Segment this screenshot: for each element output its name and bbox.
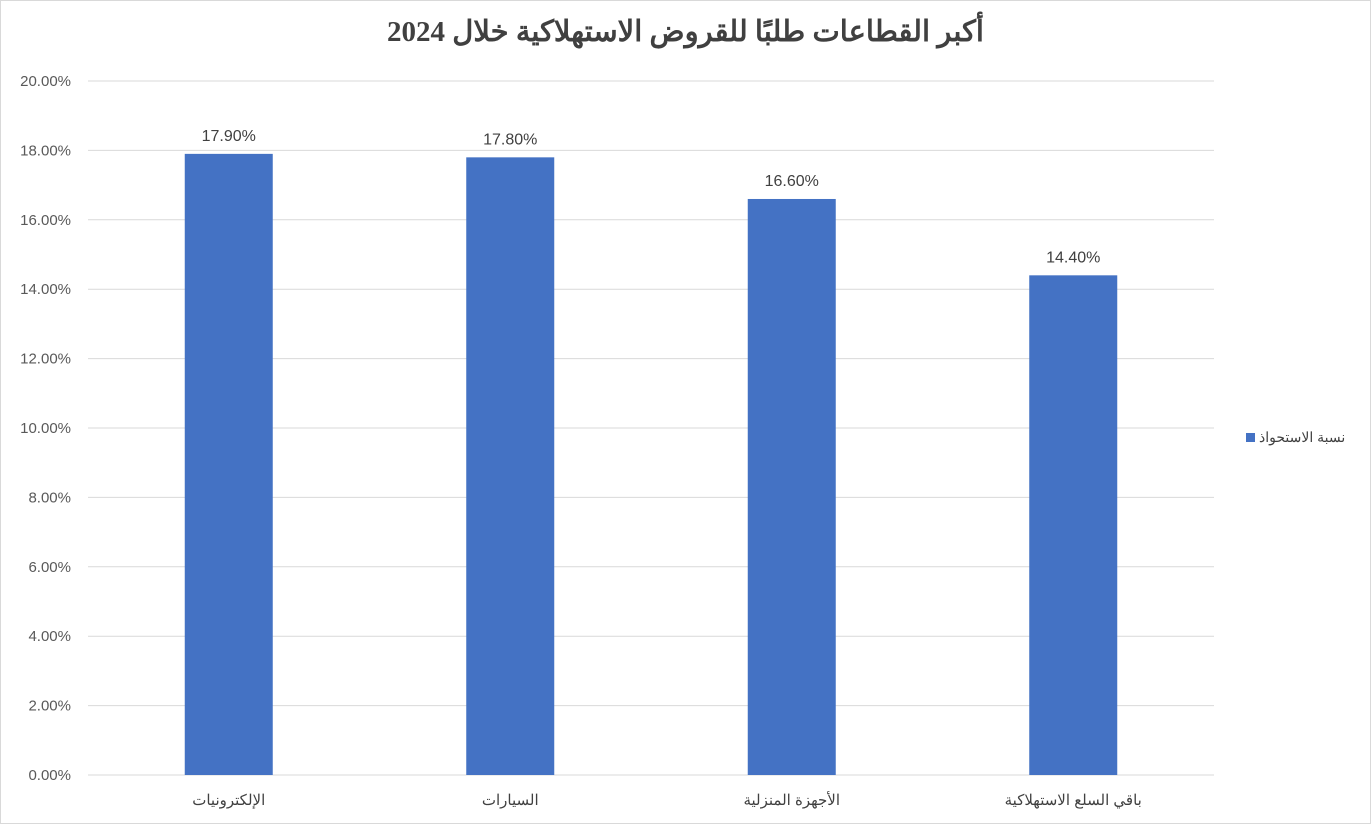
data-label: 16.60% — [765, 173, 819, 190]
bar — [184, 153, 273, 775]
y-tick-label: 8.00% — [28, 489, 71, 506]
chart-title: أكبر القطاعات طلبًا للقروض الاستهلاكية خ… — [387, 16, 984, 48]
legend-swatch — [1246, 433, 1255, 442]
bar — [1029, 275, 1118, 775]
y-tick-label: 20.00% — [20, 73, 71, 90]
category-label: باقي السلع الاستهلاكية — [1005, 792, 1142, 809]
legend: نسبة الاستحواذ — [1246, 429, 1345, 446]
y-tick-label: 10.00% — [20, 420, 71, 437]
y-tick-label: 12.00% — [20, 351, 71, 368]
bar — [466, 157, 555, 776]
data-label: 17.80% — [483, 131, 537, 148]
category-label: السيارات — [482, 792, 539, 809]
y-tick-label: 18.00% — [20, 142, 71, 159]
bar — [747, 198, 836, 776]
data-label: 17.90% — [202, 128, 256, 145]
y-tick-label: 0.00% — [28, 767, 71, 784]
y-tick-label: 4.00% — [28, 628, 71, 645]
y-tick-label: 16.00% — [20, 212, 71, 229]
y-tick-label: 14.00% — [20, 281, 71, 298]
y-tick-label: 2.00% — [28, 698, 71, 715]
category-label: الأجهزة المنزلية — [743, 791, 840, 809]
data-label: 14.40% — [1046, 249, 1100, 266]
category-label: الإلكترونيات — [192, 792, 265, 809]
y-tick-label: 6.00% — [28, 559, 71, 576]
legend-label: نسبة الاستحواذ — [1259, 429, 1346, 445]
